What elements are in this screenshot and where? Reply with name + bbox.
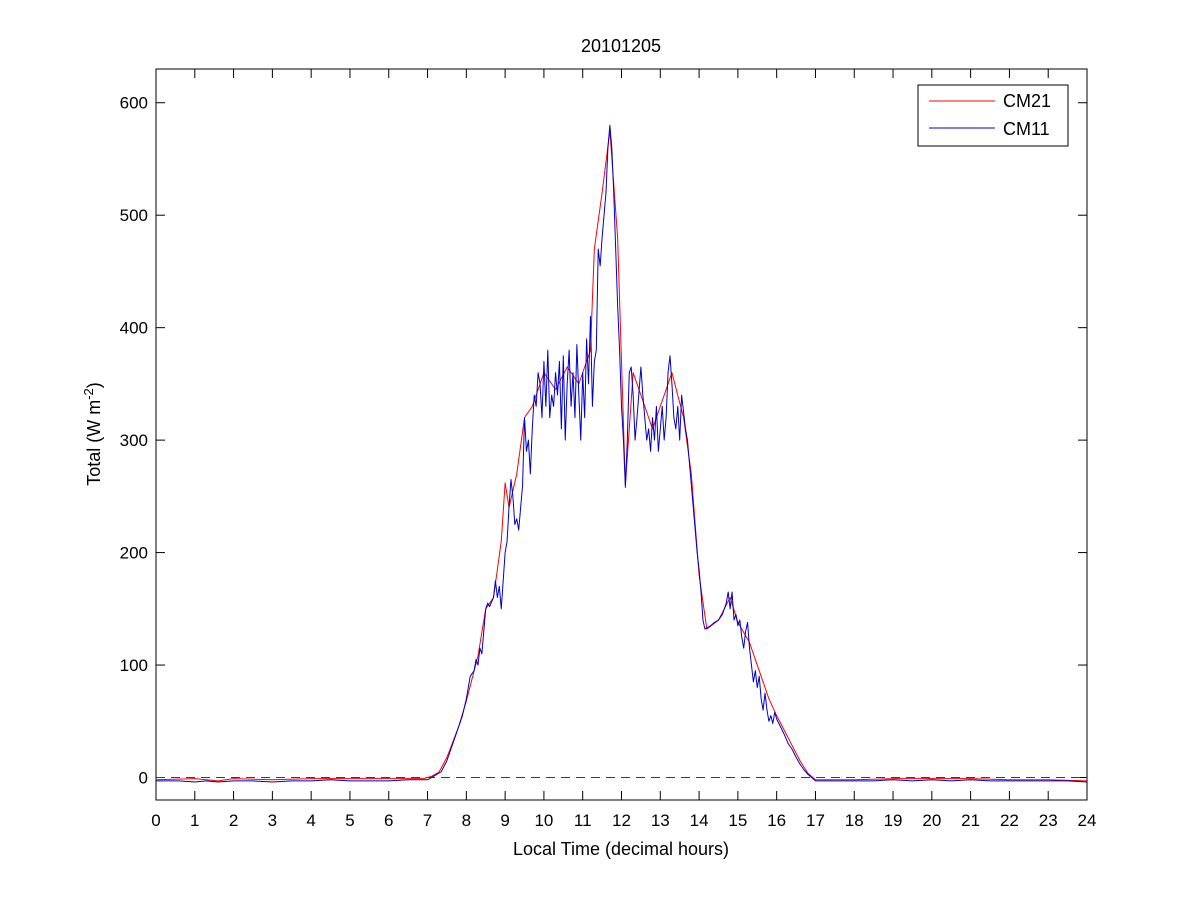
y-tick-label: 600 (120, 94, 148, 113)
x-tick-label: 9 (500, 811, 509, 830)
legend: CM21 CM11 (917, 84, 1069, 147)
x-tick-label: 19 (884, 811, 903, 830)
legend-box (917, 84, 1069, 147)
plot-area: 0 1 2 3 4 5 6 7 8 9 10 11 12 13 14 15 16 17 18 19 20 21 22 23 24… (120, 68, 1097, 830)
x-tick-label: 17 (806, 811, 825, 830)
x-tick-label: 0 (151, 811, 160, 830)
x-tick-label: 22 (1000, 811, 1019, 830)
x-tick-label: 2 (229, 811, 238, 830)
x-tick-label: 12 (612, 811, 631, 830)
y-axis-title-main: Total (W m (84, 400, 104, 486)
y-tick-label: 500 (120, 206, 148, 225)
x-tick-label: 20 (922, 811, 941, 830)
x-tick-label: 13 (651, 811, 670, 830)
chart-title: 20101205 (581, 36, 661, 56)
y-tick-label: 300 (120, 431, 148, 450)
series-layer (156, 124, 1087, 783)
x-tick-label: 21 (961, 811, 980, 830)
x-tick-label: 23 (1039, 811, 1058, 830)
legend-label-cm11: CM11 (1003, 119, 1050, 139)
y-axis-title-superscript: -2 (81, 388, 96, 400)
x-tick-label: 6 (384, 811, 393, 830)
y-axis-title-suffix: ) (84, 382, 104, 388)
x-tick-label: 11 (574, 811, 592, 830)
y-tick-label: 0 (139, 769, 148, 788)
series-line-cm11 (156, 124, 1087, 783)
x-tick-label: 8 (462, 811, 471, 830)
x-tick-label: 10 (534, 811, 553, 830)
y-tick-label: 400 (120, 319, 148, 338)
x-tick-label: 14 (690, 811, 709, 830)
x-axis-title: Local Time (decimal hours) (513, 839, 729, 859)
x-tick-label: 16 (767, 811, 786, 830)
ticks-layer: 0 1 2 3 4 5 6 7 8 9 10 11 12 13 14 15 16 17 18 19 20 21 22 23 24… (120, 69, 1097, 830)
y-axis-title: Total (W m-2) (81, 382, 104, 486)
x-tick-label: 24 (1078, 811, 1097, 830)
x-tick-label: 18 (845, 811, 864, 830)
x-tick-label: 5 (345, 811, 354, 830)
x-tick-label: 7 (423, 811, 432, 830)
series-line-cm21 (156, 130, 1087, 782)
y-tick-label: 100 (120, 656, 148, 675)
x-tick-label: 3 (268, 811, 277, 830)
y-tick-label: 200 (120, 544, 148, 563)
x-tick-label: 4 (306, 811, 315, 830)
x-tick-label: 15 (728, 811, 747, 830)
legend-label-cm21: CM21 (1003, 91, 1051, 111)
x-tick-label: 1 (190, 811, 199, 830)
